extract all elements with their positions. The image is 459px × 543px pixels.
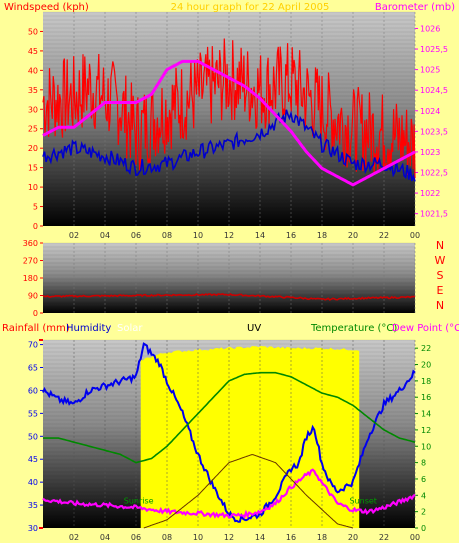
y2-tick-label: 1025,5	[420, 45, 448, 54]
y-tick-label: 65	[28, 364, 38, 373]
compass-label: N	[436, 239, 444, 252]
sunset-label: Sunset	[349, 496, 376, 505]
y-tick-label: 45	[28, 455, 38, 464]
x-tick-label: 14	[255, 533, 265, 542]
series-temperature	[43, 371, 416, 464]
y2-tick-label: 1026	[420, 24, 440, 33]
series-average-wind	[42, 109, 416, 182]
x-tick-label: 00	[410, 231, 420, 240]
y-tick-label: 15	[28, 164, 38, 173]
compass-label: E	[437, 284, 444, 297]
y-tick-label: 35	[28, 501, 38, 510]
x-tick-label: 16	[286, 231, 296, 240]
y2-tick-label: 20	[421, 361, 431, 370]
y2-tick-label: 16	[421, 393, 431, 402]
y2-tick-label: 2	[421, 508, 426, 517]
y-tick-label: 50	[28, 27, 38, 36]
y2-tick-label: 18	[421, 377, 431, 386]
x-tick-label: 08	[162, 533, 172, 542]
y-tick-label: 50	[28, 432, 38, 441]
x-tick-label: 10	[193, 231, 203, 240]
y-tick-label: 270	[23, 257, 38, 266]
x-tick-label: 18	[317, 533, 327, 542]
x-tick-label: 14	[255, 231, 265, 240]
legend-label: Rainfall (mm)	[2, 323, 70, 334]
sunrise-label: Sunrise	[124, 496, 154, 505]
y-tick-label: 70	[28, 341, 38, 350]
chart-title: 24 hour graph for 22 April 2005	[171, 2, 330, 13]
y2-tick-label: 1024,5	[420, 86, 448, 95]
x-tick-label: 20	[348, 231, 358, 240]
x-tick-label: 20	[348, 533, 358, 542]
compass-label: N	[436, 299, 444, 312]
y2-tick-label: 6	[421, 475, 426, 484]
y-tick-label: 10	[28, 183, 38, 192]
x-tick-label: 02	[69, 231, 79, 240]
y-tick-label: 0	[33, 222, 38, 231]
y2-tick-label: 1022	[420, 189, 440, 198]
x-tick-label: 02	[69, 533, 79, 542]
compass-label: W	[435, 254, 446, 267]
y2-tick-label: 1022,5	[420, 169, 448, 178]
x-tick-label: 06	[131, 231, 141, 240]
x-tick-label: 12	[224, 231, 234, 240]
y-tick-label: 180	[23, 274, 38, 283]
y-tick-label: 30	[28, 524, 38, 533]
y2-tick-label: 10	[421, 442, 431, 451]
x-tick-label: 12	[224, 533, 234, 542]
y2-tick-label: 8	[421, 459, 426, 468]
x-tick-label: 06	[131, 533, 141, 542]
legend-label: Temperature (°C)	[310, 323, 397, 334]
plot-area-direction	[43, 243, 415, 313]
legend-label: Dew Point (°C)	[392, 323, 459, 334]
x-tick-label: 10	[193, 533, 203, 542]
y2-tick-label: 12	[421, 426, 431, 435]
y2-tick-label: 1023,5	[420, 127, 448, 136]
y-tick-label: 0	[33, 309, 38, 318]
series-wind-direction	[42, 293, 416, 301]
y2-tick-label: 1024	[420, 107, 440, 116]
series-barometer	[42, 59, 416, 187]
y2-tick-label: 4	[421, 491, 426, 500]
y-tick-label: 360	[23, 239, 38, 248]
x-tick-label: 22	[379, 231, 389, 240]
y-tick-label: 5	[33, 203, 38, 212]
legend-label: Humidity	[66, 323, 111, 334]
y-tick-label: 40	[28, 478, 38, 487]
series-dew-point	[42, 468, 416, 519]
y2-tick-label: 14	[421, 410, 431, 419]
barometer-axis-title: Barometer (mb)	[375, 2, 455, 13]
x-tick-label: 18	[317, 231, 327, 240]
y-tick-label: 90	[28, 292, 38, 301]
x-tick-label: 22	[379, 533, 389, 542]
y-tick-label: 35	[28, 86, 38, 95]
compass-label: S	[437, 269, 444, 282]
series-solar	[140, 345, 360, 528]
y-tick-label: 20	[28, 144, 38, 153]
y2-tick-label: 22	[421, 344, 431, 353]
wind-axis-title: Windspeed (kph)	[4, 2, 89, 13]
y2-tick-label: 1023	[420, 148, 440, 157]
y-tick-label: 55	[28, 409, 38, 418]
y-tick-label: 40	[28, 66, 38, 75]
x-tick-label: 04	[100, 231, 110, 240]
x-tick-label: 08	[162, 231, 172, 240]
y-tick-label: 30	[28, 105, 38, 114]
y2-tick-label: 1025	[420, 66, 440, 75]
legend-label: Solar	[117, 323, 143, 334]
y-tick-label: 60	[28, 386, 38, 395]
y2-tick-label: 0	[421, 524, 426, 533]
series-uv	[143, 454, 354, 529]
x-tick-label: 16	[286, 533, 296, 542]
y-tick-label: 25	[28, 125, 38, 134]
x-tick-label: 00	[410, 533, 420, 542]
x-tick-label: 04	[100, 533, 110, 542]
y2-tick-label: 1021,5	[420, 210, 448, 219]
y-tick-label: 45	[28, 47, 38, 56]
legend-label: UV	[247, 323, 261, 334]
